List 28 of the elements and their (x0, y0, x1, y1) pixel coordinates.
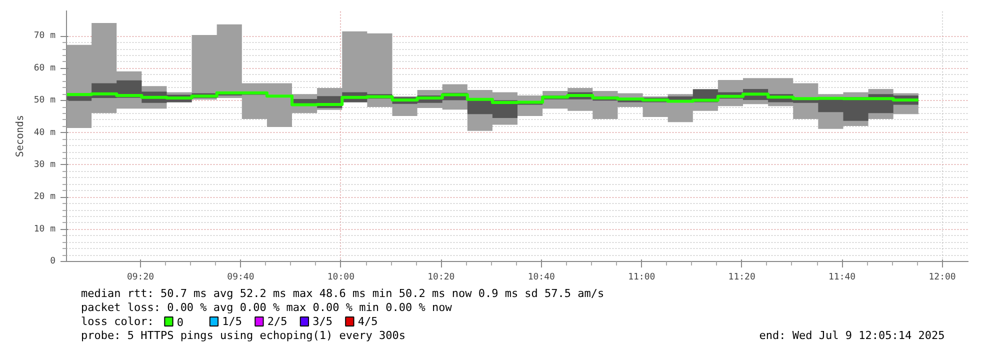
y-tick-label: 30 m (34, 160, 56, 170)
x-tick-label: 09:20 (126, 272, 154, 282)
text: packet loss: 0.00 % avg 0.00 % max 0.00 % min 0.00 % now (80, 301, 452, 314)
legend-label: 3/5 (312, 315, 332, 328)
x-tick-label: 11:40 (828, 272, 856, 282)
text: median rtt: 50.7 ms avg 52.2 ms max 48.6 ms min 50.2 ms now 0.9 ms sd 57.5 am/s (80, 287, 604, 300)
x-tick-label: 12:00 (928, 272, 956, 282)
x-tick-label: 10:00 (327, 272, 354, 282)
legend-title: loss color: (80, 315, 154, 328)
y-tick-label: 50 m (34, 96, 56, 106)
x-tick-label: 10:20 (428, 272, 455, 282)
x-tick-label: 11:20 (728, 272, 756, 282)
x-tick-label: 09:40 (227, 272, 254, 282)
y-tick-label: 70 m (34, 31, 56, 42)
legend-label: 1/5 (222, 315, 242, 328)
y-tick-label: 10 m (34, 224, 56, 234)
y-tick-label: 60 m (34, 63, 56, 74)
x-tick-label: 10:40 (528, 272, 555, 282)
y-axis-title: Seconds (14, 114, 26, 158)
y-tick-label: 0 (50, 256, 56, 266)
legend-label: 2/5 (267, 315, 288, 328)
x-tick-label: 11:00 (628, 272, 656, 282)
text: probe: 5 HTTPS pings using echoping(1) every 300s (80, 329, 406, 342)
y-tick-label: 40 m (34, 128, 56, 138)
legend-label: 4/5 (358, 315, 378, 328)
y-tick-label: 20 m (34, 192, 56, 202)
legend-label: 0 (176, 316, 184, 329)
text: end: Wed Jul 9 12:05:14 2025 (759, 329, 945, 342)
